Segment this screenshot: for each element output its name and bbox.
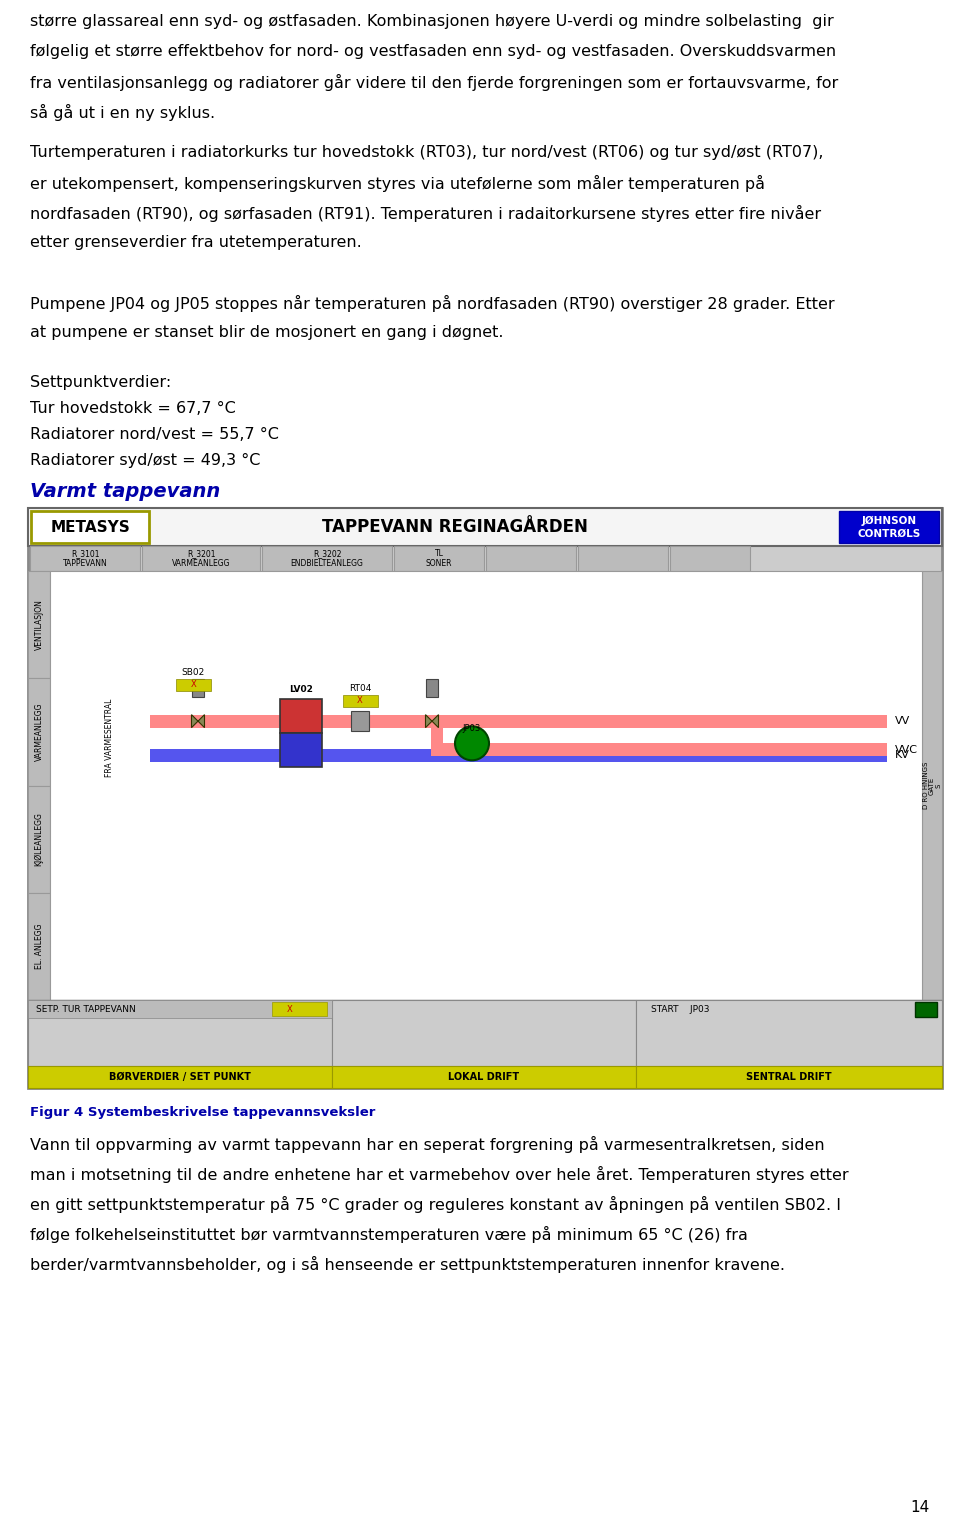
Bar — [150, 749, 887, 762]
Text: BØRVERDIER / SET PUNKT: BØRVERDIER / SET PUNKT — [109, 1072, 251, 1083]
Bar — [28, 786, 50, 893]
Text: Settpunktverdier:: Settpunktverdier: — [30, 375, 171, 391]
Text: Radiatorer syd/øst = 49,3 °C: Radiatorer syd/øst = 49,3 °C — [30, 453, 260, 468]
Bar — [280, 733, 322, 768]
Text: SENTRAL DRIFT: SENTRAL DRIFT — [746, 1072, 831, 1083]
Text: X: X — [287, 1004, 293, 1013]
Bar — [426, 678, 438, 696]
Bar — [28, 1066, 332, 1089]
Text: nordfasaden (RT90), og sørfasaden (RT91). Temperaturen i radaitorkursene styres : nordfasaden (RT90), og sørfasaden (RT91)… — [30, 204, 821, 223]
Text: SETP. TUR TAPPEVANN: SETP. TUR TAPPEVANN — [36, 1004, 135, 1013]
Text: FRA VARMESENTRAL: FRA VARMESENTRAL — [106, 699, 114, 778]
Text: SB02: SB02 — [181, 668, 205, 677]
Text: følge folkehelseinstituttet bør varmtvannstemperaturen være på minimum 65 °C (26: følge folkehelseinstituttet bør varmtvan… — [30, 1226, 748, 1243]
Text: fra ventilasjonsanlegg og radiatorer går videre til den fjerde forgreningen som : fra ventilasjonsanlegg og radiatorer går… — [30, 74, 838, 91]
Text: er utekompensert, kompenseringskurven styres via utefølerne som måler temperatur: er utekompensert, kompenseringskurven st… — [30, 176, 765, 192]
Bar — [578, 547, 668, 571]
Text: JP03: JP03 — [463, 724, 481, 733]
Bar — [28, 893, 50, 1001]
Bar — [50, 571, 922, 1001]
Text: TAPPEVANN REGINAGÅRDEN: TAPPEVANN REGINAGÅRDEN — [322, 518, 588, 536]
Text: VVC: VVC — [895, 745, 918, 755]
Bar — [670, 547, 750, 571]
Text: VV: VV — [895, 716, 910, 727]
Text: man i motsetning til de andre enhetene har et varmebehov over hele året. Tempera: man i motsetning til de andre enhetene h… — [30, 1166, 849, 1182]
Bar — [176, 678, 211, 690]
Bar — [915, 1001, 937, 1016]
Bar — [28, 509, 942, 547]
Bar — [922, 571, 942, 1001]
Bar — [486, 547, 576, 571]
Text: METASYS: METASYS — [50, 519, 130, 534]
Bar — [150, 715, 887, 728]
Text: at pumpene er stanset blir de mosjonert en gang i døgnet.: at pumpene er stanset blir de mosjonert … — [30, 326, 503, 341]
Text: Pumpene JP04 og JP05 stoppes når temperaturen på nordfasaden (RT90) overstiger 2: Pumpene JP04 og JP05 stoppes når tempera… — [30, 295, 834, 312]
Text: RT04: RT04 — [348, 684, 372, 692]
Bar — [394, 547, 484, 571]
Bar — [142, 547, 260, 571]
Text: en gitt settpunktstemperatur på 75 °C grader og reguleres konstant av åpningen p: en gitt settpunktstemperatur på 75 °C gr… — [30, 1196, 841, 1213]
Bar — [272, 1002, 327, 1016]
Text: Tur hovedstokk = 67,7 °C: Tur hovedstokk = 67,7 °C — [30, 401, 236, 416]
Text: Vann til oppvarming av varmt tappevann har en seperat forgrening på varmesentral: Vann til oppvarming av varmt tappevann h… — [30, 1136, 825, 1154]
Text: EL. ANLEGG: EL. ANLEGG — [35, 924, 43, 969]
Bar — [636, 1066, 942, 1089]
Text: LOKAL DRIFT: LOKAL DRIFT — [448, 1072, 519, 1083]
Bar — [332, 1001, 636, 1066]
Bar — [636, 1001, 942, 1066]
Bar — [28, 1001, 332, 1066]
Text: X: X — [191, 680, 197, 689]
Bar — [332, 1066, 636, 1089]
Bar — [30, 547, 140, 571]
Polygon shape — [191, 715, 204, 728]
Polygon shape — [425, 715, 439, 728]
Bar — [431, 715, 443, 743]
Circle shape — [455, 727, 489, 760]
Text: X: X — [357, 696, 363, 706]
Text: R_3201
VARMEANLEGG: R_3201 VARMEANLEGG — [172, 550, 230, 568]
Text: etter grenseverdier fra utetemperaturen.: etter grenseverdier fra utetemperaturen. — [30, 235, 362, 250]
Text: KJØLEANLEGG: KJØLEANLEGG — [35, 812, 43, 866]
Text: Varmt tappevann: Varmt tappevann — [30, 481, 220, 501]
Bar — [31, 512, 149, 544]
Text: D RO HNINGS
GATE
S: D RO HNINGS GATE S — [923, 762, 942, 808]
Bar — [28, 1001, 332, 1017]
Bar — [280, 699, 322, 733]
Bar — [28, 678, 50, 786]
Bar — [28, 1001, 942, 1089]
Text: VENTILASJON: VENTILASJON — [35, 600, 43, 650]
Bar — [192, 678, 204, 696]
Text: R_3202
ENDBIELTEANLEGG: R_3202 ENDBIELTEANLEGG — [291, 550, 364, 568]
Bar — [431, 743, 887, 757]
Text: så gå ut i en ny syklus.: så gå ut i en ny syklus. — [30, 104, 215, 121]
Text: Radiatorer nord/vest = 55,7 °C: Radiatorer nord/vest = 55,7 °C — [30, 427, 278, 442]
Text: TL
SONER: TL SONER — [425, 550, 452, 568]
Text: KV: KV — [895, 751, 910, 760]
Text: berder/varmtvannsbeholder, og i så henseende er settpunktstemperaturen innenfor : berder/varmtvannsbeholder, og i så hense… — [30, 1257, 785, 1273]
Text: 14: 14 — [911, 1500, 930, 1514]
Text: større glassareal enn syd- og østfasaden. Kombinasjonen høyere U-verdi og mindre: større glassareal enn syd- og østfasaden… — [30, 14, 833, 29]
Text: følgelig et større effektbehov for nord- og vestfasaden enn syd- og vestfasaden.: følgelig et større effektbehov for nord-… — [30, 44, 836, 59]
Bar — [262, 547, 392, 571]
Bar — [343, 695, 377, 707]
Bar — [28, 571, 50, 678]
Text: START    JP03: START JP03 — [651, 1004, 709, 1013]
Bar — [839, 512, 939, 544]
Text: R_3101
TAPPEVANN: R_3101 TAPPEVANN — [62, 550, 108, 568]
Text: Figur 4 Systembeskrivelse tappevannsveksler: Figur 4 Systembeskrivelse tappevannsveks… — [30, 1107, 375, 1119]
Text: VARMEANLEGG: VARMEANLEGG — [35, 702, 43, 762]
Bar — [28, 509, 942, 1089]
Bar — [351, 712, 369, 731]
Text: LV02: LV02 — [289, 686, 313, 693]
Text: Turtemperaturen i radiatorkurks tur hovedstokk (RT03), tur nord/vest (RT06) og t: Turtemperaturen i radiatorkurks tur hove… — [30, 145, 824, 160]
Text: JØHNSON
CONTRØLS: JØHNSON CONTRØLS — [857, 516, 921, 539]
